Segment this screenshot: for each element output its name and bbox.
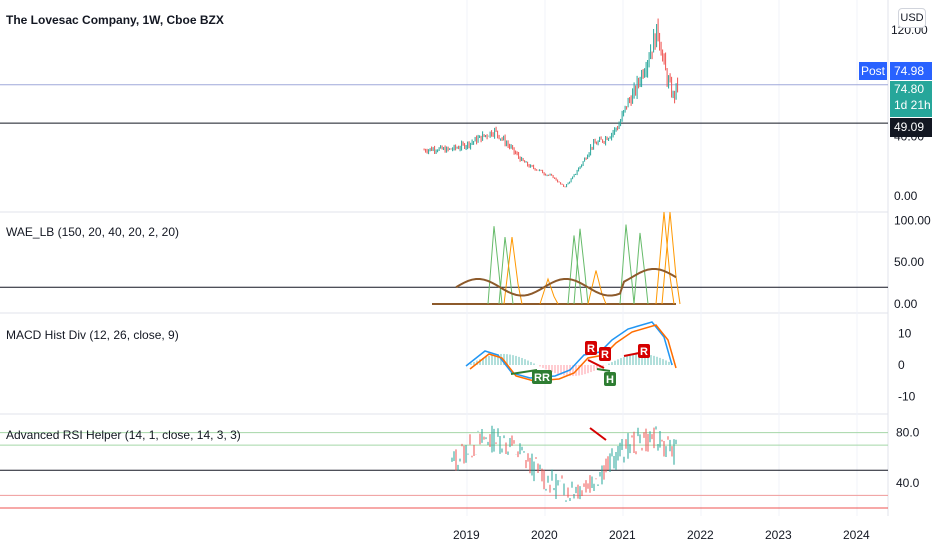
rsi-axis-tick: 40.0 — [896, 476, 920, 490]
wae-indicator-label[interactable]: WAE_LB (150, 20, 40, 20, 2, 20) — [6, 225, 179, 239]
divergence-label-bg — [532, 370, 552, 384]
wae-trend-down-line — [587, 270, 607, 305]
divergence-line-bullish — [596, 368, 611, 372]
divergence-line-bearish — [587, 359, 605, 369]
x-axis-tick: 2020 — [531, 528, 558, 542]
divergence-label-bg — [604, 372, 616, 386]
divergence-label: H — [606, 374, 614, 386]
macd-indicator-label[interactable]: MACD Hist Div (12, 26, close, 9) — [6, 328, 179, 342]
wae-axis-tick: 0.00 — [894, 297, 918, 311]
wae-trend-up-line — [567, 235, 583, 305]
divergence-label: RR — [534, 372, 550, 384]
rsi-axis-tick: 80.0 — [896, 426, 920, 440]
wae-trend-down-line — [661, 211, 681, 305]
divergence-label-bg — [638, 344, 650, 358]
price-axis-tick: 0.00 — [894, 189, 918, 203]
wae-trend-down-line — [539, 277, 559, 305]
rsi-indicator-label[interactable]: Advanced RSI Helper (14, 1, close, 14, 3… — [6, 428, 241, 442]
wae-trend-up-line — [619, 224, 635, 305]
divergence-label: R — [587, 343, 595, 355]
wae-explosion-line — [455, 267, 677, 297]
divergence-label-bg — [585, 341, 597, 355]
macd-axis-tick: 0 — [898, 358, 905, 372]
x-axis-tick: 2024 — [843, 528, 870, 542]
wae-trend-up-line — [498, 237, 514, 305]
macd-axis-tick: 10 — [898, 326, 912, 340]
last-price: 74.80 — [894, 82, 925, 96]
post-market-price: 74.98 — [890, 62, 932, 80]
x-axis-tick: 2022 — [687, 528, 714, 542]
x-axis-tick: 2019 — [453, 528, 480, 542]
last-price-badge: 74.80 1d 21h — [890, 81, 932, 117]
x-axis-tick: 2023 — [765, 528, 792, 542]
wae-axis-tick: 50.00 — [894, 255, 924, 269]
horizontal-level-price: 49.09 — [890, 118, 932, 137]
macd-axis-tick: -10 — [898, 390, 916, 404]
wae-trend-up-line — [633, 232, 649, 305]
rsi-divergence-line — [589, 427, 607, 441]
x-axis-tick: 2021 — [609, 528, 636, 542]
wae-trend-down-line — [503, 237, 523, 305]
divergence-label: R — [640, 346, 648, 358]
post-market-tag: Post — [859, 62, 887, 80]
bar-countdown: 1d 21h — [894, 98, 931, 112]
divergence-label-bg — [599, 347, 611, 361]
currency-button[interactable]: USD — [898, 8, 926, 28]
wae-trend-up-line — [573, 228, 589, 305]
chart-title: The Lovesac Company, 1W, Cboe BZX — [6, 13, 224, 27]
wae-axis-tick: 100.00 — [894, 213, 931, 227]
divergence-label: R — [601, 349, 609, 361]
macd-signal-line — [469, 324, 677, 382]
